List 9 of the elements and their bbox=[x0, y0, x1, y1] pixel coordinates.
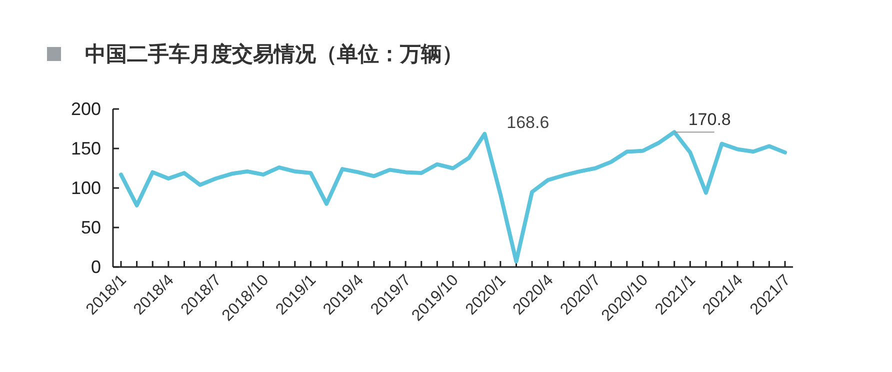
y-tick-label: 150 bbox=[70, 138, 101, 158]
data-label: 170.8 bbox=[688, 110, 731, 130]
y-tick-label: 50 bbox=[80, 218, 101, 238]
line-series bbox=[119, 130, 787, 264]
data-label: 168.6 bbox=[506, 112, 550, 132]
chart-title: 中国二手车月度交易情况（单位：万辆） bbox=[85, 42, 463, 66]
y-tick-label: 0 bbox=[90, 257, 101, 277]
y-tick-label: 200 bbox=[70, 99, 101, 119]
y-tick-label: 100 bbox=[70, 178, 101, 198]
